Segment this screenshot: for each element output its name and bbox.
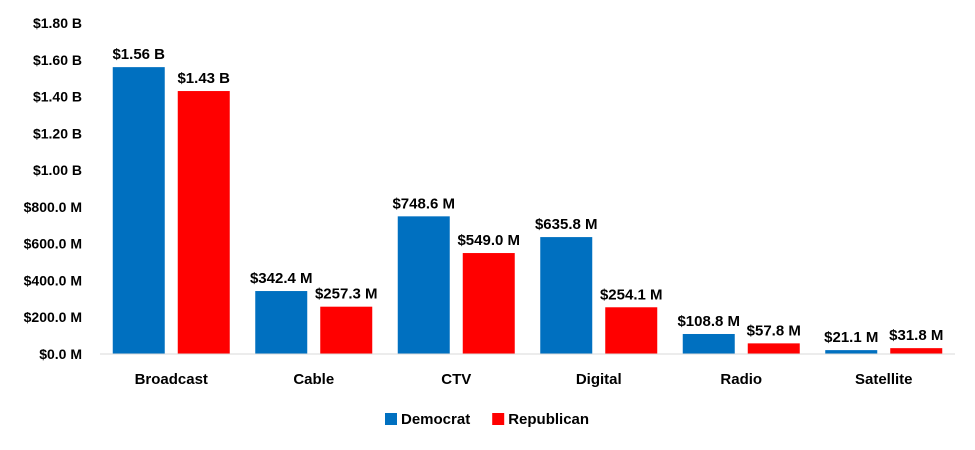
data-label: $342.4 M	[250, 270, 313, 287]
x-tick-label: CTV	[441, 371, 471, 388]
legend-swatch-republican	[492, 413, 505, 425]
bar-republican-digital	[605, 307, 658, 354]
data-label: $257.3 M	[315, 286, 378, 303]
legend-swatch-democrat	[385, 413, 397, 425]
data-label: $31.8 M	[889, 327, 943, 344]
x-tick-label: Radio	[720, 371, 762, 388]
data-label: $254.1 M	[600, 286, 663, 303]
y-tick-label: $1.80 B	[33, 15, 82, 31]
bars	[112, 67, 943, 355]
bar-democrat-digital	[540, 237, 593, 354]
bar-democrat-cable	[255, 291, 308, 354]
x-tick-label: Broadcast	[135, 371, 208, 388]
data-labels: $1.56 B $1.43 B $342.4 M$257.3 M $748.6 M $5…	[112, 46, 943, 346]
bar-democrat-broadcast	[112, 67, 165, 354]
x-tick-label: Satellite	[855, 371, 913, 388]
legend: Democrat Republican	[385, 411, 589, 428]
bar-republican-cable	[320, 306, 373, 354]
y-tick-label: $600.0 M	[24, 236, 82, 252]
legend-label-democrat: Democrat	[401, 411, 470, 428]
data-label: $108.8 M	[677, 313, 740, 330]
data-label: $635.8 M	[535, 216, 598, 233]
x-axis: Broadcast Cable CTV Digital Radio Satellite	[100, 353, 955, 388]
bar-republican-satellite	[890, 348, 943, 354]
bar-republican-broadcast	[177, 91, 230, 355]
y-tick-label: $1.20 B	[33, 125, 82, 141]
bar-republican-ctv	[462, 253, 515, 354]
data-label: $748.6 M	[392, 195, 455, 212]
data-label: $1.56 B	[112, 46, 165, 63]
bar-democrat-ctv	[397, 216, 450, 354]
data-label: $21.1 M	[824, 329, 878, 346]
data-label: $57.8 M	[747, 322, 801, 339]
y-tick-label: $200.0 M	[24, 309, 82, 325]
data-label: $549.0 M	[457, 232, 520, 249]
y-axis: $0.0 M $200.0 M $400.0 M $600.0 M $800.0 M $1…	[24, 15, 82, 362]
y-tick-label: $1.60 B	[33, 52, 82, 68]
x-tick-label: Digital	[576, 371, 622, 388]
bar-democrat-radio	[682, 333, 735, 354]
x-tick-label: Cable	[293, 371, 334, 388]
y-tick-label: $800.0 M	[24, 199, 82, 215]
legend-label-republican: Republican	[508, 411, 589, 428]
bar-republican-radio	[747, 343, 800, 354]
data-label: $1.43 B	[177, 70, 230, 87]
bar-democrat-satellite	[825, 350, 878, 354]
y-tick-label: $0.0 M	[39, 346, 82, 362]
y-tick-label: $400.0 M	[24, 272, 82, 288]
y-tick-label: $1.40 B	[33, 89, 82, 105]
y-tick-label: $1.00 B	[33, 162, 82, 178]
